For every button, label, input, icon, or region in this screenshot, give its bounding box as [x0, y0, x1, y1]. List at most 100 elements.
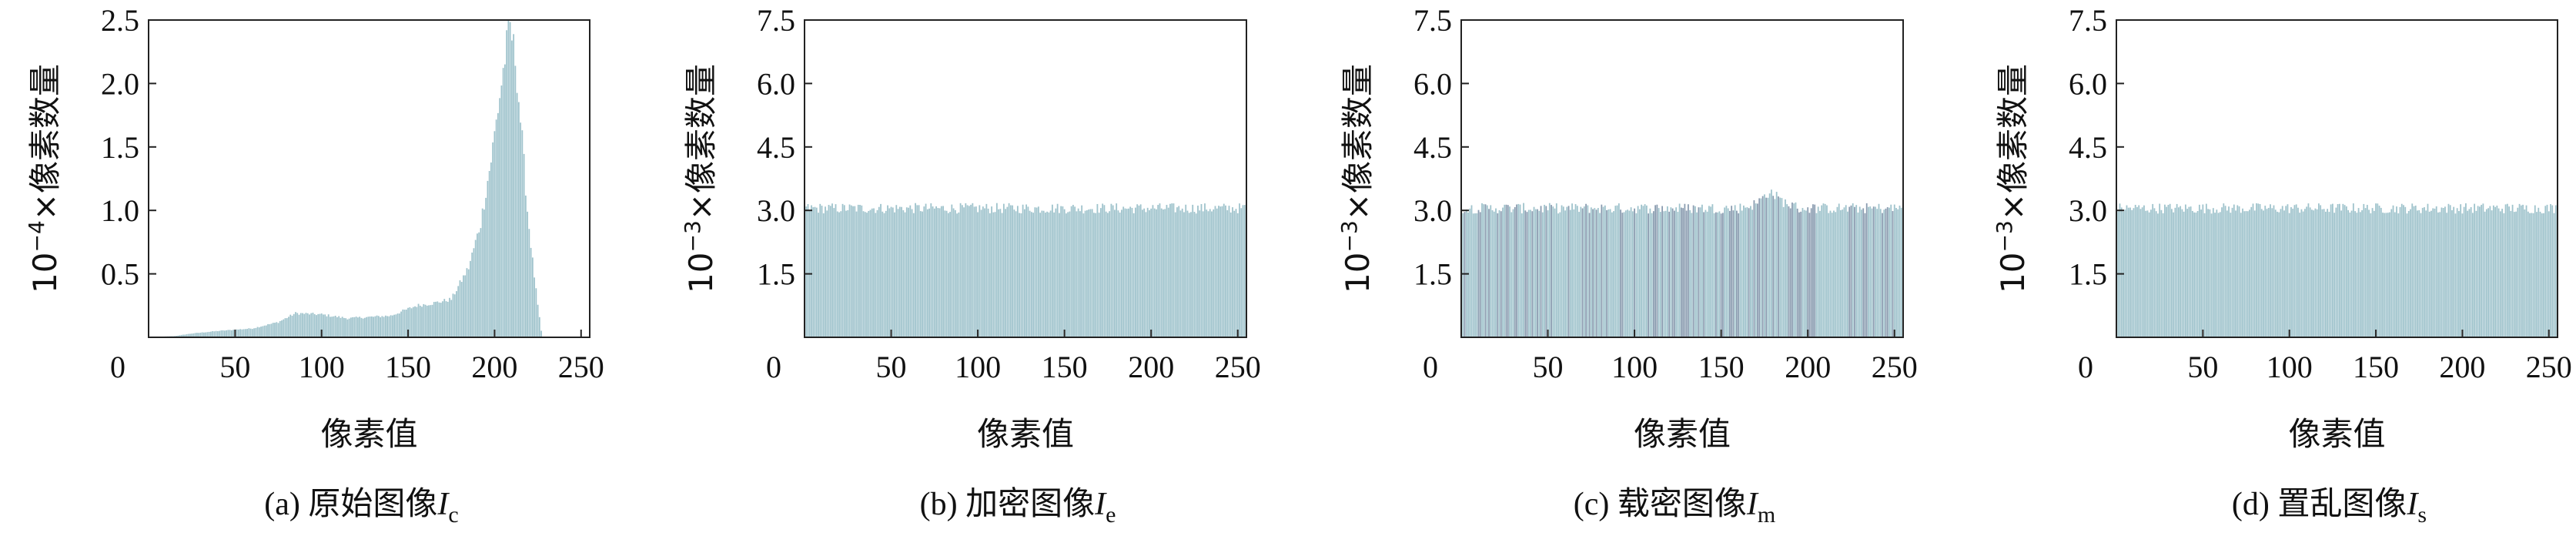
histogram-bar — [1207, 211, 1209, 337]
histogram-bar — [424, 304, 427, 337]
histogram-bar — [1649, 208, 1651, 337]
histogram-bar — [1219, 206, 1222, 337]
histogram-bar — [1051, 204, 1053, 337]
histogram-bar — [2467, 210, 2469, 337]
histogram-bar — [1089, 209, 1092, 337]
histogram-bar — [1871, 208, 1873, 337]
histogram-bar — [281, 320, 283, 337]
histogram-bar — [1225, 205, 1226, 337]
histogram-bar — [2340, 210, 2343, 337]
histogram-bar — [500, 85, 503, 337]
histogram-bar — [483, 209, 485, 337]
histogram-bar — [2424, 207, 2425, 337]
histogram-bar — [2506, 203, 2508, 337]
x-tick-label: 0 — [766, 350, 781, 384]
histogram-bar — [2335, 207, 2337, 337]
histogram-bar — [2482, 203, 2484, 337]
histogram-bar — [2378, 206, 2380, 337]
histogram-bar — [862, 211, 865, 337]
histogram-bar — [2485, 209, 2487, 337]
histogram-bar — [2458, 211, 2460, 337]
histogram-bar — [288, 317, 289, 337]
histogram-bar — [2357, 208, 2360, 337]
histogram-bar — [1618, 203, 1620, 337]
histogram-bar — [911, 209, 913, 337]
histogram-bar — [2513, 212, 2515, 337]
histogram-bar — [1609, 209, 1611, 337]
histogram-bar — [1796, 208, 1798, 337]
y-tick-label: 6.0 — [1413, 66, 1452, 101]
histogram-bar — [1079, 211, 1081, 337]
histogram-bar — [1613, 211, 1614, 337]
histogram-bar — [2489, 206, 2491, 337]
histogram-bar — [984, 208, 985, 337]
x-tick-label: 150 — [385, 350, 431, 384]
histogram-bar — [873, 208, 875, 337]
histogram-bar — [2484, 211, 2486, 337]
histogram-bar — [2166, 206, 2168, 337]
histogram-bar — [883, 213, 885, 337]
histogram-bar — [1654, 205, 1657, 337]
histogram-bar — [2503, 213, 2505, 337]
histogram-bar — [972, 203, 974, 337]
histogram-bar — [1146, 207, 1149, 337]
x-tick-label: 50 — [219, 350, 250, 384]
histogram-bar — [1131, 207, 1133, 337]
histogram-bar — [319, 313, 321, 337]
histogram-bar — [407, 307, 409, 337]
histogram-bar — [937, 208, 939, 337]
histogram-bar — [2186, 209, 2189, 337]
histogram-bar — [1554, 208, 1556, 337]
histogram-bar — [2508, 206, 2510, 337]
histogram-bar — [1025, 204, 1028, 337]
histogram-bar — [376, 315, 378, 337]
histogram-bar — [2253, 210, 2256, 337]
histogram-bar — [198, 333, 200, 337]
histogram-bar — [243, 329, 245, 337]
histogram-bar — [1705, 209, 1707, 337]
histogram-bar — [868, 210, 870, 337]
histogram-bar — [187, 333, 189, 337]
histogram-bar — [530, 247, 532, 337]
histogram-bar — [1845, 205, 1847, 337]
histogram-bar — [2293, 205, 2296, 337]
histogram-bar — [1836, 206, 1838, 337]
y-tick-label: 4.5 — [1413, 130, 1452, 165]
histogram-bar — [1890, 204, 1892, 337]
histogram-bar — [871, 208, 873, 337]
histogram-bar — [1785, 199, 1786, 337]
histogram-bar — [291, 316, 293, 337]
histogram-bar — [1854, 206, 1855, 337]
histogram-bar — [374, 316, 376, 337]
histogram-bar — [2517, 207, 2519, 337]
histogram-bar — [303, 313, 306, 337]
histogram-bar — [2290, 207, 2292, 337]
histogram-bar — [828, 205, 830, 337]
histogram-bar — [2536, 212, 2538, 337]
histogram-bar — [2257, 203, 2260, 337]
histogram-bar — [1032, 213, 1035, 337]
histogram-bar — [1498, 210, 1500, 337]
histogram-bar — [2406, 213, 2408, 337]
histogram-bar — [478, 232, 480, 337]
histogram-bar — [320, 313, 323, 337]
x-axis-title: 像素值 — [1634, 415, 1731, 453]
x-tick-label: 150 — [2353, 350, 2399, 384]
histogram-bar — [980, 209, 982, 337]
histogram-bar — [1477, 209, 1480, 337]
histogram-bar — [2481, 205, 2483, 337]
histogram-bar — [848, 204, 851, 337]
histogram-bar — [1862, 208, 1865, 337]
x-tick-label: 200 — [471, 350, 517, 384]
histogram-bar — [493, 131, 496, 337]
histogram-bar — [1840, 209, 1842, 337]
histogram-bar — [1202, 211, 1204, 337]
histogram-bar — [902, 209, 905, 337]
histogram-bar — [2544, 206, 2547, 337]
histogram-bar — [1599, 213, 1601, 337]
histogram-bar — [1145, 212, 1147, 337]
histogram-bar — [1178, 206, 1180, 337]
histogram-bar — [1240, 208, 1243, 337]
histogram-bar — [998, 209, 1000, 337]
histogram-bar — [1156, 209, 1157, 337]
